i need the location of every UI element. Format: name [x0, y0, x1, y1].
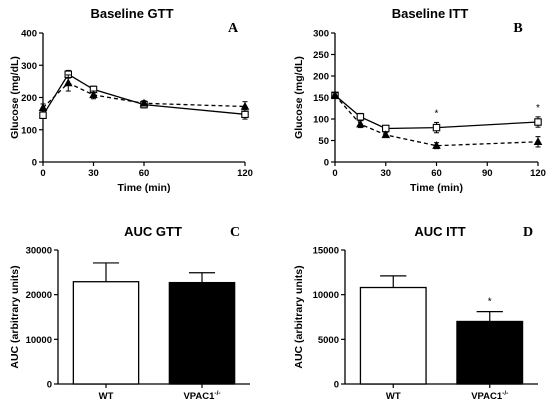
x-axis-label: Time (min) [118, 182, 171, 194]
category-superscript: -/- [214, 390, 220, 397]
chart-title: AUC ITT [414, 224, 465, 239]
series-open-square-point [432, 123, 441, 132]
y-tick-label: 50 [318, 136, 329, 147]
series-filled-triangle-point [356, 119, 365, 128]
x-category-label: WT [386, 391, 401, 402]
bar-wt [359, 286, 427, 385]
chart-title: Baseline GTT [90, 6, 173, 21]
y-axis-label: Glucose (mg/dL) [9, 56, 21, 139]
series-open-square-point [534, 118, 542, 126]
y-tick-label: 0 [32, 158, 37, 169]
y-tick-label: 5000 [318, 335, 339, 346]
x-tick-label: 60 [139, 168, 150, 179]
y-tick-label: 250 [313, 50, 329, 61]
category-name: WT [386, 391, 401, 402]
y-axis-label: AUC (arbitrary units) [293, 265, 305, 368]
panel-letter: C [230, 225, 240, 240]
series-filled-triangle-point [89, 90, 98, 99]
y-tick-label: 10000 [313, 290, 339, 301]
series-filled-triangle-point [381, 130, 391, 139]
y-axis-label: Glucose (mg/dL) [293, 56, 305, 139]
bar-vpac1-knockout [168, 281, 236, 385]
x-tick-label: 120 [237, 168, 253, 179]
x-tick-label: 60 [431, 168, 442, 179]
y-tick-label: 0 [324, 158, 329, 169]
series-filled-triangle-point [432, 141, 441, 149]
series-filled-triangle-point [139, 98, 149, 107]
category-name: VPAC1 [183, 391, 215, 402]
panel-letter: A [228, 21, 239, 36]
series-filled-triangle-point [533, 137, 543, 145]
significance-marker: * [536, 103, 540, 114]
category-name: WT [99, 391, 114, 402]
x-axis-label: Time (min) [410, 182, 463, 194]
y-tick-label: 150 [313, 93, 329, 104]
series-open-square-line [42, 73, 246, 116]
series-filled-triangle-line [334, 94, 539, 147]
y-axis-label: AUC (arbitrary units) [9, 265, 21, 368]
x-category-label: VPAC1-/- [183, 390, 220, 402]
y-tick-label: 400 [21, 29, 37, 40]
series-filled-triangle-point [38, 103, 48, 112]
panel-letter: B [513, 21, 522, 36]
series-open-square-point [356, 113, 365, 121]
y-tick-label: 10000 [26, 335, 52, 346]
significance-marker: * [435, 108, 439, 119]
x-category-label: WT [99, 391, 114, 402]
bar-vpac1-knockout [456, 320, 524, 385]
series-filled-triangle-point [240, 101, 250, 110]
y-tick-label: 300 [313, 29, 329, 40]
y-tick-label: 0 [47, 380, 52, 391]
panel-letter: D [523, 225, 533, 240]
series-open-square-point [39, 111, 47, 119]
series-filled-triangle-point [63, 78, 73, 87]
x-tick-label: 120 [530, 168, 546, 179]
significance-marker: * [488, 297, 492, 308]
y-tick-label: 30000 [26, 246, 52, 257]
x-tick-label: 0 [40, 168, 45, 179]
y-tick-label: 0 [334, 380, 339, 391]
y-tick-label: 100 [21, 125, 37, 136]
x-tick-label: 30 [88, 168, 99, 179]
panel-c-auc-gtt-bar-chart: AUC GTT C 0 10000 20000 30000 AUC (arbitrary u… [9, 224, 250, 402]
y-tick-label: 200 [21, 93, 37, 104]
category-name: VPAC1 [471, 391, 503, 402]
y-tick-label: 20000 [26, 290, 52, 301]
series-open-square-point [241, 110, 249, 119]
y-tick-label: 100 [313, 115, 329, 126]
y-tick-label: 15000 [313, 246, 339, 257]
bar-wt [72, 281, 140, 385]
x-tick-label: 90 [482, 168, 493, 179]
y-tick-label: 200 [313, 72, 329, 83]
series-filled-triangle-point [330, 90, 340, 99]
x-tick-label: 0 [332, 168, 337, 179]
x-category-label: VPAC1-/- [471, 390, 508, 402]
panel-d-auc-itt-bar-chart: AUC ITT D 0 5000 10000 15000 AUC (arbitrary un… [293, 224, 538, 402]
y-tick-label: 300 [21, 61, 37, 72]
category-superscript: -/- [502, 390, 508, 397]
x-tick-label: 30 [380, 168, 391, 179]
chart-title: AUC GTT [124, 224, 182, 239]
chart-title: Baseline ITT [392, 6, 469, 21]
